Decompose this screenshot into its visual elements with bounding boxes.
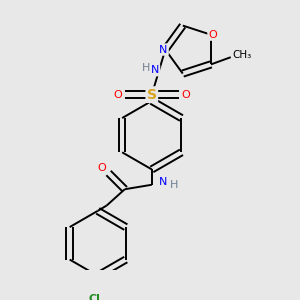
Text: Cl: Cl: [88, 294, 100, 300]
Text: O: O: [208, 30, 217, 40]
Text: S: S: [147, 88, 157, 102]
Text: N: N: [151, 65, 159, 75]
Text: O: O: [182, 90, 190, 100]
Text: H: H: [142, 64, 150, 74]
Text: CH₃: CH₃: [232, 50, 251, 60]
Text: O: O: [113, 90, 122, 100]
Text: O: O: [97, 163, 106, 172]
Text: H: H: [170, 180, 178, 190]
Text: N: N: [158, 177, 167, 187]
Text: N: N: [159, 45, 168, 55]
